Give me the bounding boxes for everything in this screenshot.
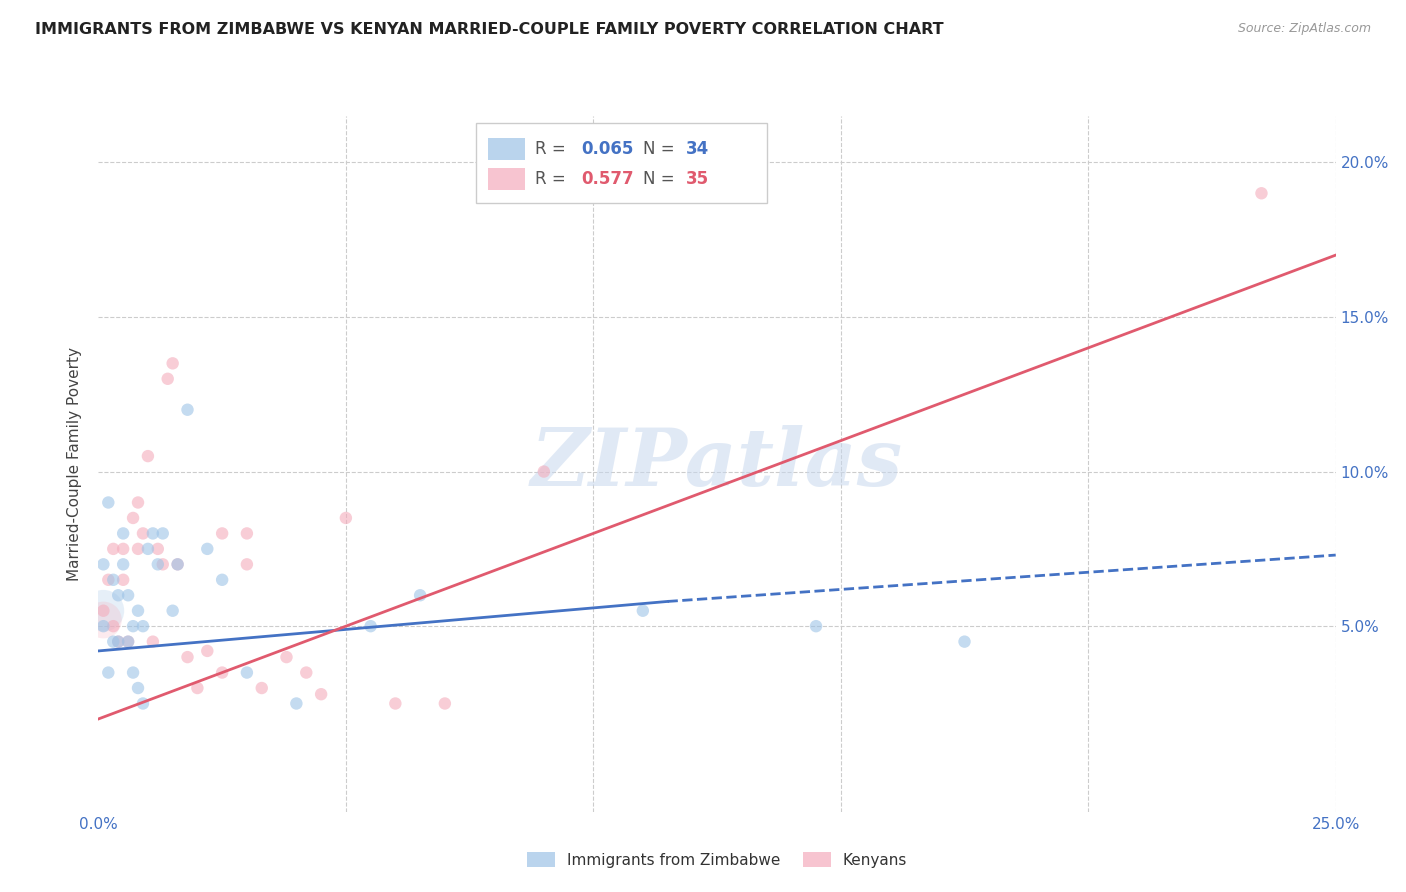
- Text: R =: R =: [536, 170, 571, 188]
- Point: [166, 558, 188, 572]
- Point: [103, 541, 125, 556]
- Point: [631, 604, 654, 618]
- Text: 0.065: 0.065: [581, 140, 633, 158]
- Point: [112, 573, 135, 587]
- Point: [166, 558, 188, 572]
- Point: [93, 613, 115, 627]
- Point: [1250, 186, 1272, 201]
- Bar: [488, 169, 526, 190]
- Point: [533, 465, 555, 479]
- Legend: Immigrants from Zimbabwe, Kenyans: Immigrants from Zimbabwe, Kenyans: [520, 846, 914, 873]
- Point: [97, 573, 120, 587]
- Point: [335, 511, 357, 525]
- Y-axis label: Married-Couple Family Poverty: Married-Couple Family Poverty: [67, 347, 83, 581]
- Point: [211, 526, 233, 541]
- Point: [97, 495, 120, 509]
- Point: [176, 650, 198, 665]
- Point: [127, 681, 149, 695]
- Point: [360, 619, 382, 633]
- Point: [250, 681, 273, 695]
- Point: [122, 511, 145, 525]
- Point: [93, 604, 115, 618]
- Text: N =: N =: [643, 140, 679, 158]
- Point: [176, 402, 198, 417]
- Text: 34: 34: [686, 140, 710, 158]
- Point: [285, 697, 308, 711]
- Point: [112, 541, 135, 556]
- Point: [103, 619, 125, 633]
- Point: [162, 604, 184, 618]
- Point: [236, 558, 259, 572]
- Point: [122, 619, 145, 633]
- Point: [117, 588, 139, 602]
- Point: [146, 541, 169, 556]
- Point: [107, 634, 129, 648]
- Text: N =: N =: [643, 170, 679, 188]
- Point: [127, 541, 149, 556]
- Point: [103, 573, 125, 587]
- Point: [127, 604, 149, 618]
- Point: [195, 644, 218, 658]
- Point: [93, 604, 115, 618]
- Point: [117, 634, 139, 648]
- Point: [107, 634, 129, 648]
- FancyBboxPatch shape: [475, 123, 766, 203]
- Point: [152, 526, 174, 541]
- Point: [132, 619, 155, 633]
- Point: [117, 634, 139, 648]
- Point: [152, 558, 174, 572]
- Point: [112, 526, 135, 541]
- Text: R =: R =: [536, 140, 571, 158]
- Point: [211, 665, 233, 680]
- Point: [186, 681, 208, 695]
- Point: [409, 588, 432, 602]
- Point: [236, 665, 259, 680]
- Point: [162, 356, 184, 370]
- Point: [384, 697, 406, 711]
- Point: [146, 558, 169, 572]
- Point: [103, 634, 125, 648]
- Point: [132, 526, 155, 541]
- Point: [211, 573, 233, 587]
- Point: [132, 697, 155, 711]
- Point: [93, 558, 115, 572]
- Point: [142, 526, 165, 541]
- Point: [142, 634, 165, 648]
- Point: [195, 541, 218, 556]
- Point: [276, 650, 298, 665]
- Point: [93, 619, 115, 633]
- Point: [136, 541, 159, 556]
- Text: IMMIGRANTS FROM ZIMBABWE VS KENYAN MARRIED-COUPLE FAMILY POVERTY CORRELATION CHA: IMMIGRANTS FROM ZIMBABWE VS KENYAN MARRI…: [35, 22, 943, 37]
- Point: [433, 697, 456, 711]
- Point: [122, 665, 145, 680]
- Text: 35: 35: [686, 170, 709, 188]
- Text: Source: ZipAtlas.com: Source: ZipAtlas.com: [1237, 22, 1371, 36]
- Text: 0.577: 0.577: [581, 170, 634, 188]
- Point: [236, 526, 259, 541]
- Point: [295, 665, 318, 680]
- Point: [97, 665, 120, 680]
- Point: [156, 372, 179, 386]
- Point: [953, 634, 976, 648]
- Point: [136, 449, 159, 463]
- Point: [112, 558, 135, 572]
- Bar: [488, 137, 526, 160]
- Point: [804, 619, 827, 633]
- Point: [309, 687, 332, 701]
- Point: [107, 588, 129, 602]
- Point: [127, 495, 149, 509]
- Text: ZIPatlas: ZIPatlas: [531, 425, 903, 502]
